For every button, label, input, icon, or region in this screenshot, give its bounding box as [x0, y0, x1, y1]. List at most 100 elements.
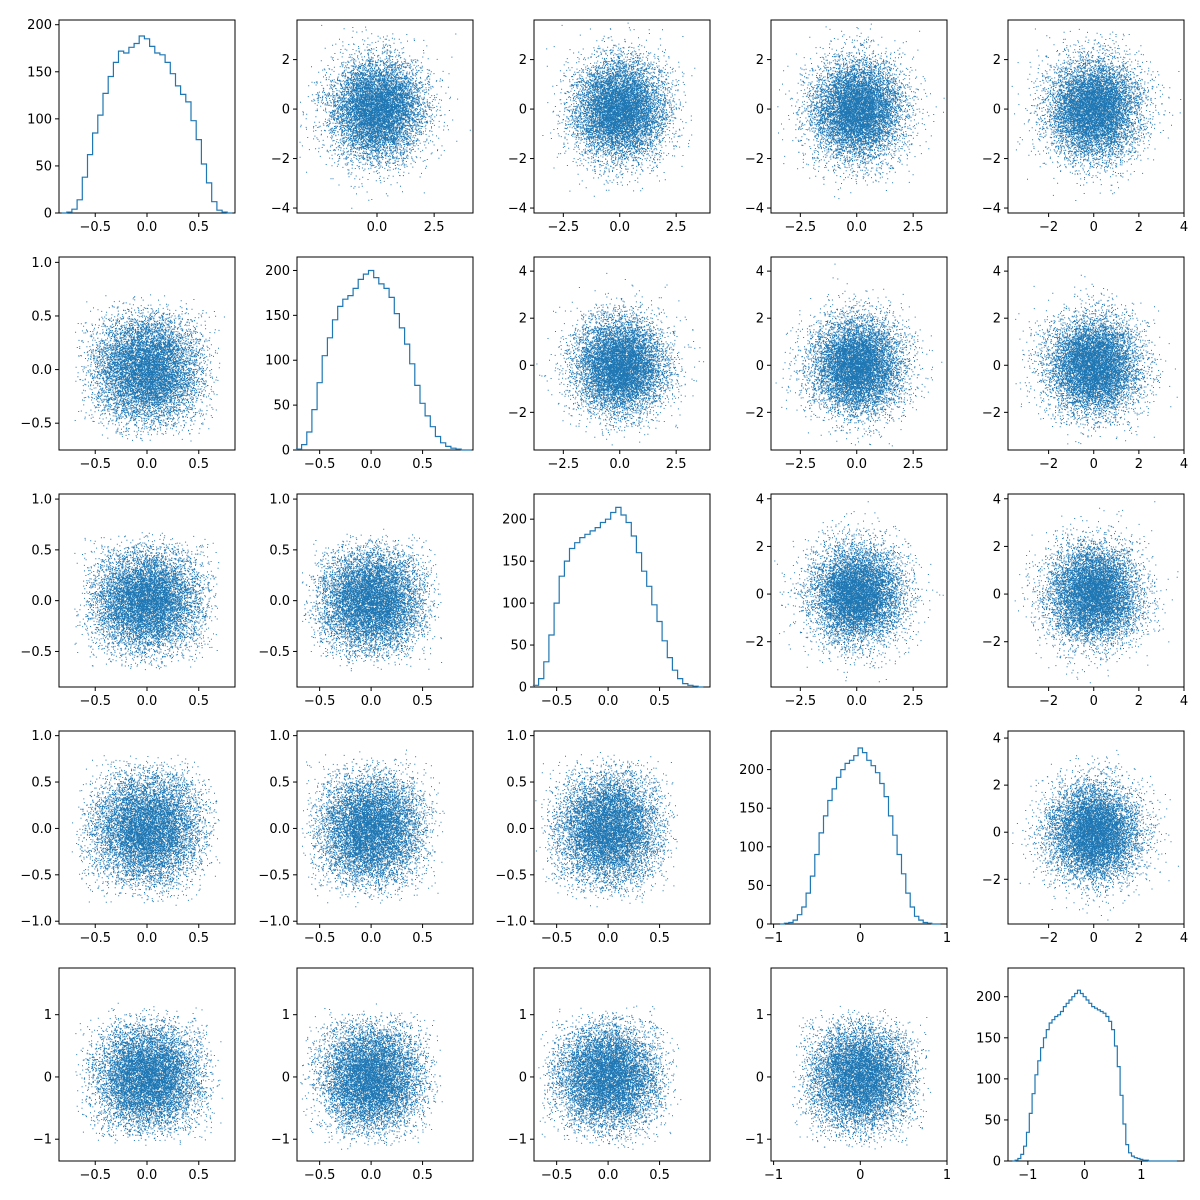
panel-2-0-frame: [58, 493, 236, 688]
panel-0-0-ytick-label: 150: [27, 65, 52, 80]
panel-2-2-frame: [533, 493, 711, 688]
panel-0-1-xtick-label: 0.0: [367, 220, 388, 235]
panel-2-1-xtick-label: −0.5: [304, 694, 336, 709]
panel-0-1-xtick-label: 2.5: [424, 220, 445, 235]
panel-3-4-xtick-label: 0: [1090, 931, 1098, 946]
panel-4-2-ytick-label: −1: [508, 1133, 527, 1148]
panel-0-3-xtick-label: 2.5: [903, 220, 924, 235]
panel-4-4-step-line: [1012, 989, 1177, 1162]
panel-3-1-scatter: −0.5 0.0 0.5 −1.0 −0.5 0.0 0.5 1.0: [258, 729, 474, 946]
panel-1-4-ytick-label: −2: [982, 406, 1001, 421]
panel-2-2-ytick-label: 200: [502, 513, 527, 528]
panel-1-1-xtick-label: −0.5: [304, 457, 336, 472]
panel-4-3-ytick-label: 0: [756, 1070, 764, 1085]
panel-0-2-ytick-label: −2: [508, 152, 527, 167]
panel-0-1-ytick-label: 0: [282, 103, 290, 118]
panel-1-3-frame: [770, 256, 948, 451]
panel-4-1-ytick-label: 0: [282, 1070, 290, 1085]
panel-4-3-ytick-label: −1: [745, 1133, 764, 1148]
panel-1-4-xtick-label: 4: [1180, 457, 1188, 472]
panel-4-3-xtick-label: 1: [943, 1168, 951, 1183]
panel-0-4-xtick-label: 4: [1180, 220, 1188, 235]
panel-0-0-ytick-label: 200: [27, 18, 52, 33]
panel-3-2-xtick-label: 0.0: [598, 931, 619, 946]
panel-1-2-xtick-label: −2.5: [548, 457, 580, 472]
panel-1-0-points: [74, 294, 225, 442]
panel-0-4-ytick-label: −4: [982, 202, 1001, 217]
panel-2-4-xtick-label: 0: [1090, 694, 1098, 709]
panel-4-3-ytick-label: 1: [756, 1008, 764, 1023]
panel-3-4-xtick-label: 2: [1135, 931, 1143, 946]
panel-4-1-frame: [296, 967, 474, 1162]
panel-3-0-frame: [58, 730, 236, 925]
panel-4-4-ytick-label: 50: [984, 1113, 1001, 1128]
panel-1-4-ytick-label: 4: [993, 265, 1001, 280]
panel-1-2-points: [536, 272, 705, 446]
panel-3-4-scatter: −2 0 2 4 −2 0 2 4: [982, 730, 1188, 946]
panel-3-2-xtick-label: −0.5: [541, 931, 573, 946]
panel-0-2-ytick-label: 2: [519, 53, 527, 68]
panel-4-3-points: [792, 1005, 932, 1150]
panel-0-4-ytick-label: −2: [982, 152, 1001, 167]
panel-2-4-frame: [1007, 493, 1185, 688]
panel-2-2-xtick-label: −0.5: [541, 694, 573, 709]
panel-1-1-frame: [296, 256, 474, 451]
panel-2-1-ytick-label: −0.5: [258, 645, 290, 660]
panel-3-2-ytick-label: 0.0: [506, 822, 527, 837]
panel-1-2-ytick-label: 4: [519, 265, 527, 280]
panel-0-2-frame: [533, 19, 711, 214]
panel-0-3-points: [777, 23, 945, 200]
panel-1-2-xtick-label: 0.0: [609, 457, 630, 472]
panel-3-3-ytick-label: 100: [739, 840, 764, 855]
panel-0-3-ytick-label: 0: [756, 103, 764, 118]
panel-1-0-ytick-label: 0.5: [31, 309, 52, 324]
panel-0-2-scatter: −2.5 0.0 2.5 −4 −2 0 2: [508, 19, 711, 235]
panel-4-4-xtick-label: 1: [1137, 1168, 1145, 1183]
panel-4-2-scatter: −0.5 0.0 0.5 −1 0 1: [508, 967, 711, 1183]
panel-2-4-xtick-label: −2: [1039, 694, 1058, 709]
panel-4-1-xtick-label: −0.5: [304, 1168, 336, 1183]
panel-4-0-ytick-label: 0: [44, 1070, 52, 1085]
panel-3-3-xtick-label: 0: [856, 931, 864, 946]
panel-2-1-xtick-label: 0.0: [361, 694, 382, 709]
panel-4-4-ytick-label: 150: [976, 1031, 1001, 1046]
panel-2-3-xtick-label: 2.5: [903, 694, 924, 709]
panel-4-2-points: [538, 1005, 682, 1150]
panel-2-2-histogram: −0.5 0.0 0.5 0 50 100 150 200: [502, 493, 711, 709]
panel-0-4-xtick-label: −2: [1039, 220, 1058, 235]
panel-0-3-xtick-label: 0.0: [846, 220, 867, 235]
panel-1-3-ytick-label: 4: [756, 265, 764, 280]
panel-1-3-ytick-label: 0: [756, 359, 764, 374]
panel-0-4-points: [1011, 28, 1182, 201]
panel-1-2-scatter: −2.5 0.0 2.5 −2 0 2 4: [508, 256, 711, 472]
panel-2-2-ytick-label: 100: [502, 597, 527, 612]
panel-3-0-ytick-label: −0.5: [20, 868, 52, 883]
panel-2-1-scatter: −0.5 0.0 0.5 −0.5 0.0 0.5 1.0: [258, 493, 474, 709]
panel-1-1-ytick-label: 100: [265, 354, 290, 369]
panel-0-4-frame: [1007, 19, 1185, 214]
panel-4-1-scatter: −0.5 0.0 0.5 −1 0 1: [271, 967, 474, 1183]
panel-3-3-step-line: [780, 747, 941, 925]
panel-3-0-xtick-label: −0.5: [79, 931, 111, 946]
panel-1-2-xtick-label: 2.5: [666, 457, 687, 472]
panel-0-2-xtick-label: −2.5: [548, 220, 580, 235]
panel-1-3-points: [775, 263, 943, 447]
panel-4-2-xtick-label: −0.5: [541, 1168, 573, 1183]
panel-2-2-ytick-label: 150: [502, 555, 527, 570]
panel-0-4-scatter: −2 0 2 4 −4 −2 0 2: [982, 19, 1188, 235]
panel-3-1-xtick-label: −0.5: [304, 931, 336, 946]
panel-3-3-ytick-label: 150: [739, 802, 764, 817]
panel-3-1-points: [301, 749, 445, 908]
panel-2-0-xtick-label: −0.5: [79, 694, 111, 709]
panel-4-0-ytick-label: 1: [44, 1008, 52, 1023]
panel-3-4-frame: [1007, 730, 1185, 925]
panel-2-3-ytick-label: 0: [756, 588, 764, 603]
panel-4-4-ytick-label: 200: [976, 990, 1001, 1005]
panel-0-0-xtick-label: 0.0: [137, 220, 158, 235]
panel-4-3-scatter: −1 0 1 −1 0 1: [745, 967, 951, 1183]
panel-4-4-xtick-label: 0: [1081, 1168, 1089, 1183]
panel-0-1-scatter: 0.0 2.5 −4 −2 0 2: [271, 19, 474, 235]
panel-1-3-ytick-label: −2: [745, 406, 764, 421]
panel-3-0-xtick-label: 0.0: [137, 931, 158, 946]
